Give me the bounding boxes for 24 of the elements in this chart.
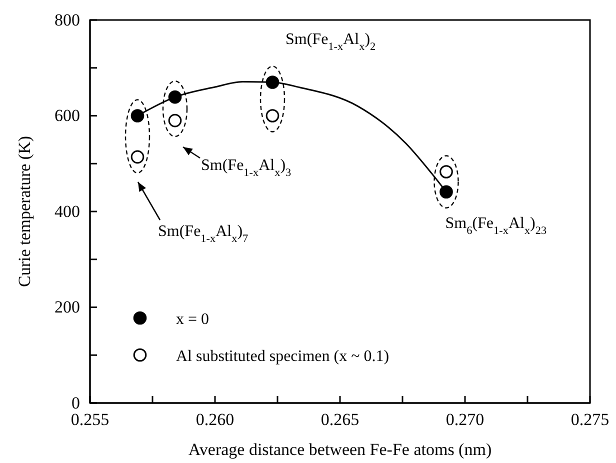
point	[266, 109, 280, 122]
legend-label: x = 0	[176, 311, 210, 328]
x-tick-label: 0.275	[570, 410, 610, 430]
annotation: Sm$_{6}$(Fe$_{1-x}$Al$_{x}$)$_{23}$	[445, 214, 547, 237]
point	[130, 150, 144, 164]
annotation: Sm(Fe$_{1-x}$Al$_{x}$)$_{7}$	[158, 223, 249, 245]
annotation: Sm(Fe$_{1-x}$Al$_{x}$)$_{2}$	[286, 31, 376, 54]
y-tick-label: 800	[54, 10, 80, 30]
y-axis-title: Curie temperature (K)	[15, 136, 34, 288]
y-tick-label: 200	[54, 298, 80, 317]
point	[130, 109, 144, 122]
legend-label: Al substituted specimen (x ~ 0.1)	[176, 348, 390, 365]
x-axis-title: Average distance between Fe-Fe atoms (nm)	[188, 440, 492, 459]
y-tick-label: 600	[54, 106, 80, 126]
y-tick-label: 400	[54, 202, 80, 221]
x-tick-label: 0.265	[320, 410, 360, 430]
y-tick-label: 0	[72, 393, 80, 412]
point	[440, 185, 453, 199]
point	[168, 114, 182, 128]
x-tick-label: 0.255	[70, 410, 110, 430]
text: 0.260	[196, 410, 234, 430]
annotation: Sm(Fe$_{1-x}$Al$_{x}$)$_{3}$	[201, 157, 292, 179]
text: 0.270	[446, 410, 484, 430]
point	[440, 165, 453, 178]
